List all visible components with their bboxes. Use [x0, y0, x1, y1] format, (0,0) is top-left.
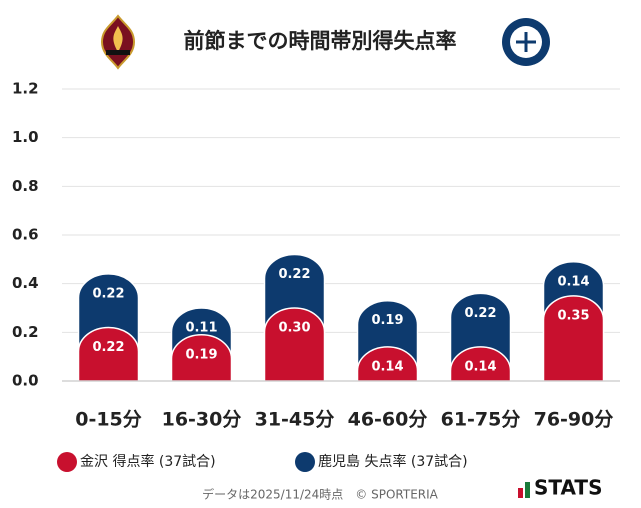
y-tick-label: 0.4: [12, 274, 39, 292]
chart-title: 前節までの時間帯別得失点率: [184, 29, 457, 53]
brand-icon: [518, 488, 523, 498]
bar-segment: [449, 346, 512, 382]
legend-label: 鹿児島 失点率 (37試合): [318, 453, 468, 470]
value-label: 0.19: [185, 347, 217, 362]
x-tick-label: 76-90分: [534, 409, 614, 431]
home-logo: [100, 14, 136, 70]
value-label: 0.30: [278, 321, 310, 336]
x-tick-label: 0-15分: [75, 409, 142, 431]
y-tick-label: 0.0: [12, 372, 39, 390]
brand-icon: [525, 482, 530, 498]
value-label: 0.22: [278, 267, 310, 282]
value-label: 0.35: [557, 308, 589, 323]
legend-swatch: [295, 452, 315, 472]
value-label: 0.22: [92, 286, 124, 301]
x-tick-label: 46-60分: [348, 409, 428, 431]
footer-note: データは2025/11/24時点 © SPORTERIA: [202, 487, 439, 502]
value-label: 0.14: [557, 274, 589, 289]
x-tick-label: 16-30分: [162, 409, 242, 431]
y-tick-label: 1.2: [12, 80, 39, 98]
x-tick-label: 61-75分: [441, 409, 521, 431]
brand: STATS: [534, 476, 602, 500]
bar-segment: [542, 295, 605, 382]
value-label: 0.22: [464, 306, 496, 321]
bar-segment: [356, 346, 419, 382]
value-label: 0.19: [371, 313, 403, 328]
legend-swatch: [57, 452, 77, 472]
value-label: 0.14: [464, 359, 496, 374]
x-tick-label: 31-45分: [255, 409, 335, 431]
value-label: 0.11: [185, 321, 217, 336]
y-tick-label: 0.6: [12, 226, 39, 244]
legend-label: 金沢 得点率 (37試合): [80, 453, 216, 470]
y-tick-label: 0.8: [12, 177, 39, 195]
bar-segment: [170, 334, 233, 382]
value-label: 0.14: [371, 359, 403, 374]
y-tick-label: 1.0: [12, 128, 39, 146]
bar-segment: [263, 307, 326, 382]
bar-segment: [77, 326, 140, 382]
y-tick-label: 0.2: [12, 323, 39, 341]
value-label: 0.22: [92, 340, 124, 355]
away-logo: [502, 18, 550, 66]
